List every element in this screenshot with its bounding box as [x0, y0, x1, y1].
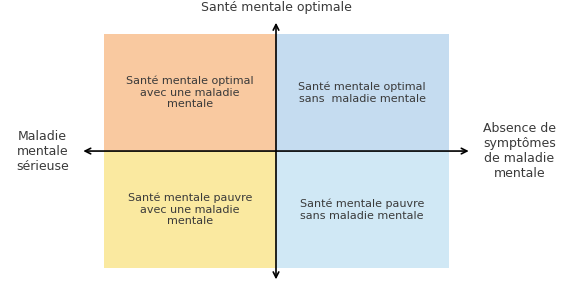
Bar [104, 34, 276, 151]
Bar [104, 151, 276, 268]
Bar [276, 34, 448, 151]
Text: Santé mentale pauvre
avec une maladie
mentale: Santé mentale pauvre avec une maladie me… [128, 193, 252, 226]
Text: Santé mentale optimal
avec une maladie
mentale: Santé mentale optimal avec une maladie m… [126, 76, 254, 109]
Text: Santé mentale optimal
sans  maladie mentale: Santé mentale optimal sans maladie menta… [298, 82, 426, 104]
Text: Santé mentale pauvre
sans maladie mentale: Santé mentale pauvre sans maladie mental… [300, 198, 424, 221]
Text: Maladie
mentale
sérieuse: Maladie mentale sérieuse [16, 130, 69, 172]
Bar [276, 151, 448, 268]
Text: Absence de
symptômes
de maladie
mentale: Absence de symptômes de maladie mentale [483, 122, 556, 180]
Text: Santé mentale optimale: Santé mentale optimale [201, 1, 351, 14]
